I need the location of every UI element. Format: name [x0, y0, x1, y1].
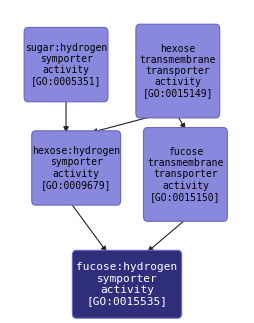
Text: sugar:hydrogen
symporter
activity
[GO:0005351]: sugar:hydrogen symporter activity [GO:00… [25, 43, 107, 86]
FancyBboxPatch shape [72, 250, 182, 318]
Text: hexose:hydrogen
symporter
activity
[GO:0009679]: hexose:hydrogen symporter activity [GO:0… [32, 146, 120, 190]
FancyBboxPatch shape [32, 131, 121, 205]
FancyBboxPatch shape [136, 24, 220, 118]
Text: fucose
transmembrane
transporter
activity
[GO:0015150]: fucose transmembrane transporter activit… [147, 147, 224, 202]
FancyBboxPatch shape [24, 27, 108, 102]
Text: fucose:hydrogen
symporter
activity
[GO:0015535]: fucose:hydrogen symporter activity [GO:0… [76, 263, 178, 306]
Text: hexose
transmembrane
transporter
activity
[GO:0015149]: hexose transmembrane transporter activit… [140, 44, 216, 99]
FancyBboxPatch shape [144, 128, 227, 221]
